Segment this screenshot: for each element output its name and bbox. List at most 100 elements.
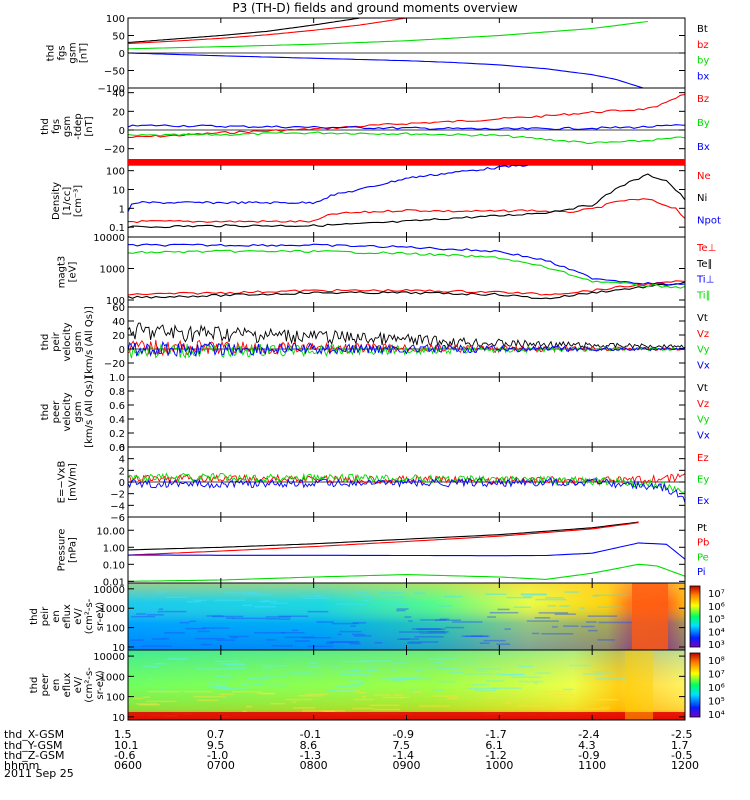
legend-Pi: Pi <box>697 567 706 578</box>
series-line <box>128 281 685 300</box>
y-axis-label: (cm²-s- <box>84 667 95 703</box>
spectrogram-texture <box>398 631 420 633</box>
spectrogram-texture <box>416 628 446 630</box>
y-tick-label: 2 <box>119 466 125 477</box>
spectrogram-texture <box>474 689 496 692</box>
spectrogram-texture <box>437 605 452 607</box>
spectrogram-texture <box>396 609 406 612</box>
y-axis-label: gsm <box>73 331 84 352</box>
y-tick-label: 10 <box>112 713 125 724</box>
colorbar-tick-label: 10⁵ <box>708 697 725 708</box>
y-axis-label: peer <box>40 673 51 697</box>
spectrogram-texture <box>148 678 153 681</box>
spectrogram-texture <box>218 663 244 665</box>
legend-bx: bx <box>697 71 709 82</box>
panel-5-content <box>128 322 685 359</box>
spectrogram-texture <box>263 676 287 678</box>
spectrogram-texture <box>358 682 365 684</box>
ephem-value: -1.4 <box>392 749 414 762</box>
spectrogram-texture <box>260 692 276 695</box>
y-tick-label: 0.2 <box>109 429 125 440</box>
spectrogram-texture <box>346 679 362 681</box>
spectrogram-texture <box>437 680 456 683</box>
spectrogram-texture <box>131 615 156 618</box>
spectrogram-texture <box>266 639 276 641</box>
spectrogram-texture <box>582 673 605 675</box>
spectrogram-energy-shading <box>128 650 685 720</box>
y-axis-label: thd <box>46 45 57 62</box>
spectrogram-texture <box>158 686 165 689</box>
colorbar-tick-label: 10⁵ <box>708 615 725 626</box>
ephem-value: 1100 <box>578 759 607 772</box>
spectrogram-texture <box>261 664 288 667</box>
panel-frame <box>127 164 686 238</box>
spectrogram-texture <box>146 614 164 616</box>
spectrogram-texture <box>399 696 404 699</box>
legend-Vy: Vy <box>697 345 710 356</box>
spectrogram-texture <box>213 685 228 687</box>
spectrogram-texture <box>406 678 432 680</box>
spectrogram-texture <box>215 675 233 678</box>
spectrogram-texture <box>232 688 248 690</box>
y-tick-label: 1000 <box>100 604 125 615</box>
spectrogram-texture <box>353 635 372 637</box>
y-axis-label: Pressure <box>57 529 68 572</box>
spectrogram-texture <box>284 636 315 639</box>
spectrogram-texture <box>532 632 540 635</box>
spectrogram-texture <box>225 667 246 670</box>
spectrogram-texture <box>262 600 270 602</box>
legend-Bx: Bx <box>697 142 710 153</box>
legend-Ex: Ex <box>697 496 709 507</box>
legend-Bt: Bt <box>697 24 708 35</box>
legend-Ni: Ni <box>697 193 707 204</box>
series-line <box>128 322 685 349</box>
spectrogram-texture <box>142 665 160 668</box>
spectrogram-texture <box>285 698 313 701</box>
legend-Te∥: Te∥ <box>696 259 713 270</box>
spectrogram-texture <box>408 641 439 643</box>
spectrogram-texture <box>526 620 559 622</box>
spectrogram-texture <box>580 607 585 609</box>
spectrogram-texture <box>518 680 544 683</box>
spectrogram-texture <box>506 596 532 599</box>
spectrogram-texture <box>471 635 484 637</box>
spectrogram-texture <box>378 591 385 594</box>
spectrogram-texture <box>367 666 380 669</box>
legend-Ey: Ey <box>697 474 709 485</box>
spectrogram-texture <box>183 690 213 693</box>
spectrogram-texture <box>298 595 326 597</box>
spectrogram-texture <box>196 668 227 670</box>
spectrogram-texture <box>534 617 551 619</box>
spectrogram-texture <box>545 597 565 599</box>
spectrogram-texture <box>541 633 574 635</box>
spectrogram-texture <box>163 637 170 640</box>
page-title: P3 (TH-D) fields and ground moments over… <box>232 1 518 15</box>
spectrogram-texture <box>242 604 253 606</box>
y-axis-label: [nT] <box>79 43 90 63</box>
ephem-value: -2.5 <box>671 728 693 741</box>
spectrogram-texture <box>302 597 330 599</box>
spectrogram-texture <box>520 593 547 595</box>
series-line <box>128 521 639 551</box>
y-tick-label: 10 <box>112 185 125 196</box>
series-line <box>128 18 407 45</box>
y-axis-label: [km/s (All Qs)] <box>84 306 95 378</box>
spectrogram-texture <box>505 702 512 704</box>
spectrogram-texture <box>350 625 356 627</box>
y-tick-label: 20 <box>112 107 125 118</box>
spectrogram-texture <box>272 645 293 647</box>
spectrogram-texture <box>337 633 342 636</box>
spectrogram-energy-shading <box>128 583 685 650</box>
spectrogram-texture <box>353 698 375 701</box>
colorbar-tick-label: 10⁷ <box>708 589 725 600</box>
panel-1-content <box>128 18 685 88</box>
spectrogram-texture <box>338 670 359 673</box>
spectrogram-texture <box>193 695 226 698</box>
spectrogram-texture <box>136 613 146 615</box>
spectrogram-texture <box>538 612 569 614</box>
y-axis-label: eV/ <box>73 676 84 693</box>
spectrogram-texture <box>265 616 292 618</box>
y-tick-label: 0 <box>119 126 125 137</box>
date-label: 2011 Sep 25 <box>4 767 74 780</box>
spectrogram-texture <box>309 592 320 595</box>
